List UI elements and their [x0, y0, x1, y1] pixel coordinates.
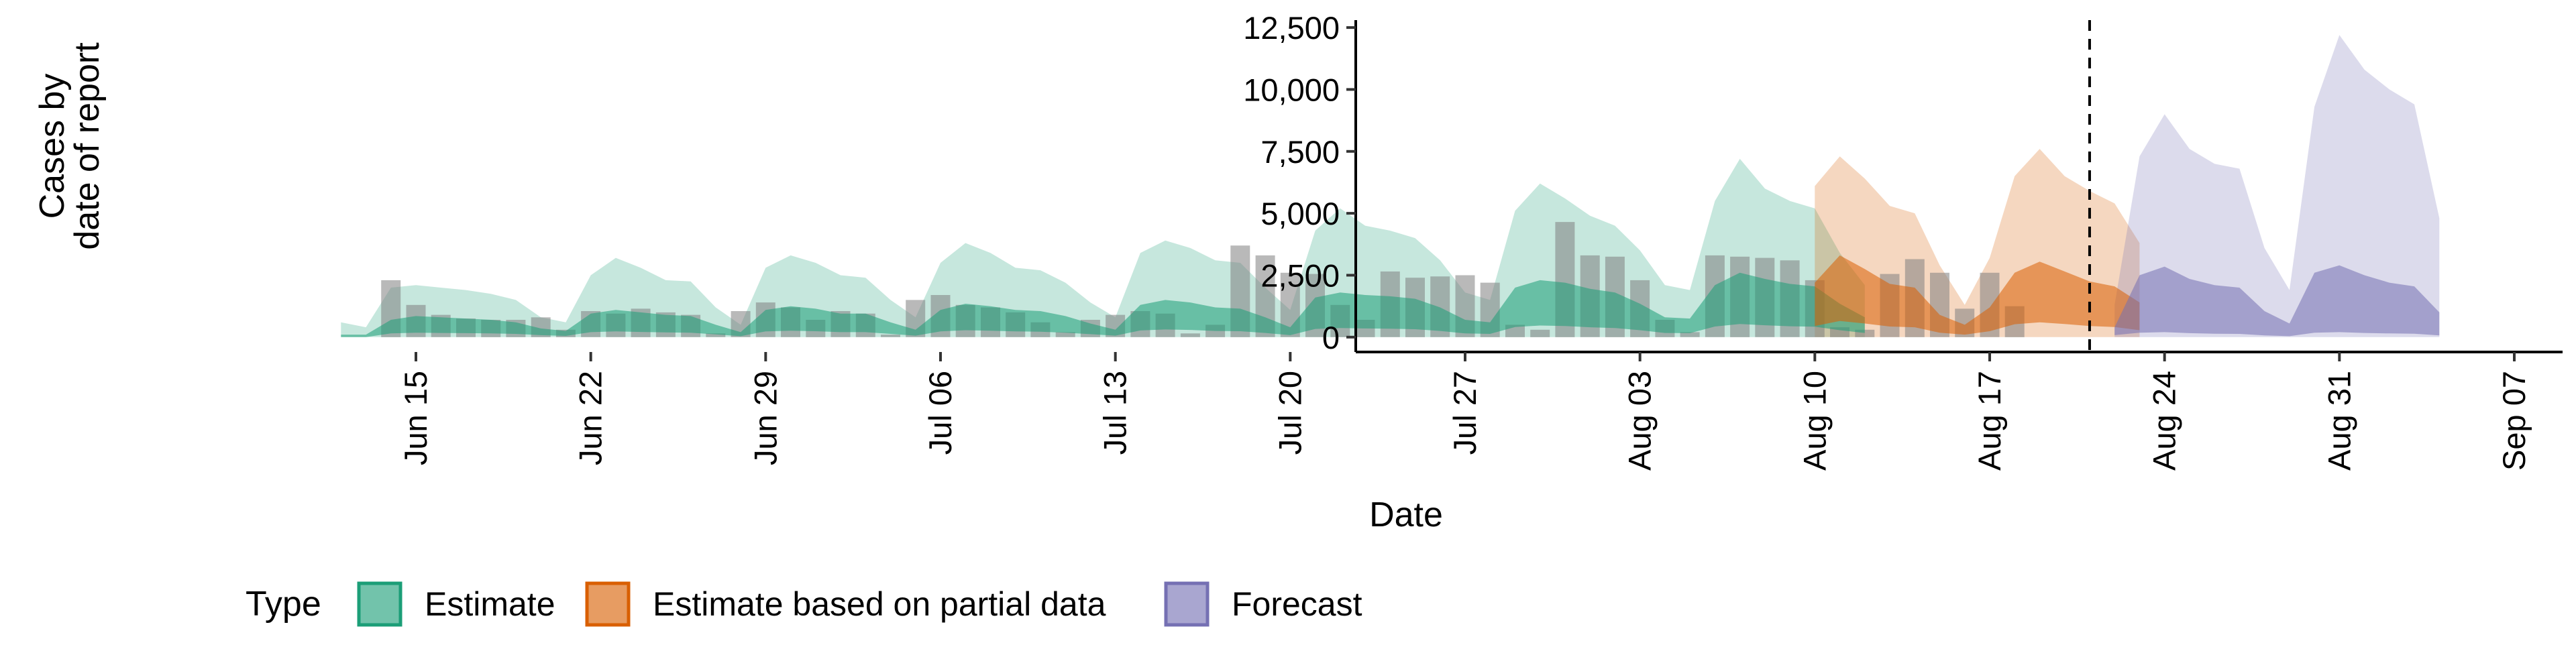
observed-cases-bar — [1530, 329, 1550, 337]
observed-cases-bar — [1180, 333, 1200, 337]
y-tick-label: 2,500 — [1260, 257, 1340, 293]
legend-label: Estimate based on partial data — [653, 585, 1106, 623]
y-tick-label: 5,000 — [1260, 196, 1340, 231]
x-tick-label: Aug 17 — [1972, 371, 2007, 471]
legend: Type Estimate Estimate based on partial da… — [246, 581, 1362, 627]
x-tick-label: Aug 10 — [1796, 371, 1832, 471]
x-tick-label: Jul 13 — [1097, 371, 1133, 455]
x-axis: Jun 15 Jun 22 Jun 29 Jul 06 Jul 13 Jul 20 Jul … — [398, 351, 2563, 471]
y-axis-label-line-2: date of report — [68, 42, 107, 250]
plot-area — [341, 20, 2440, 352]
x-axis-label: Date — [1369, 495, 1443, 534]
x-tick-label: Sep 07 — [2496, 371, 2532, 471]
x-tick-label: Jul 27 — [1447, 371, 1483, 455]
observed-cases-bar — [881, 335, 900, 337]
legend-title: Type — [246, 585, 321, 624]
y-tick-label: 7,500 — [1260, 134, 1340, 170]
y-axis-label-line-1: Cases by — [33, 74, 72, 219]
observed-cases-bar — [1855, 329, 1875, 337]
observed-cases-bar — [1680, 332, 1700, 337]
band-inner-estimate — [341, 272, 1865, 337]
observed-cases-bar — [706, 333, 726, 337]
x-tick-label: Jul 20 — [1272, 371, 1307, 455]
observed-cases-bar — [1055, 332, 1075, 337]
band-inner-forecast — [2114, 265, 2440, 337]
x-tick-label: Jun 22 — [573, 371, 608, 465]
band-outer-forecast — [2114, 35, 2440, 337]
x-tick-label: Jun 29 — [747, 371, 783, 465]
y-tick-label: 10,000 — [1243, 72, 1340, 107]
y-tick-label: 0 — [1322, 320, 1340, 355]
legend-swatch-estimate-based-on-partial-data — [585, 581, 631, 627]
y-tick-label: 12,500 — [1243, 10, 1340, 46]
legend-swatch-estimate — [357, 581, 402, 627]
x-tick-label: Jun 15 — [398, 371, 433, 465]
x-tick-label: Aug 24 — [2147, 371, 2182, 471]
legend-label: Estimate — [425, 585, 555, 623]
x-tick-label: Aug 31 — [2321, 371, 2357, 471]
x-tick-label: Jul 06 — [922, 371, 958, 455]
legend-label: Forecast — [1232, 585, 1362, 623]
x-tick-label: Aug 03 — [1622, 371, 1658, 471]
band-inner-estimate-based-on-partial-data — [1815, 255, 2140, 335]
y-axis: 0 2,500 5,000 7,500 10,000 12,500 — [1243, 10, 1357, 355]
legend-swatch-forecast — [1164, 581, 1210, 627]
